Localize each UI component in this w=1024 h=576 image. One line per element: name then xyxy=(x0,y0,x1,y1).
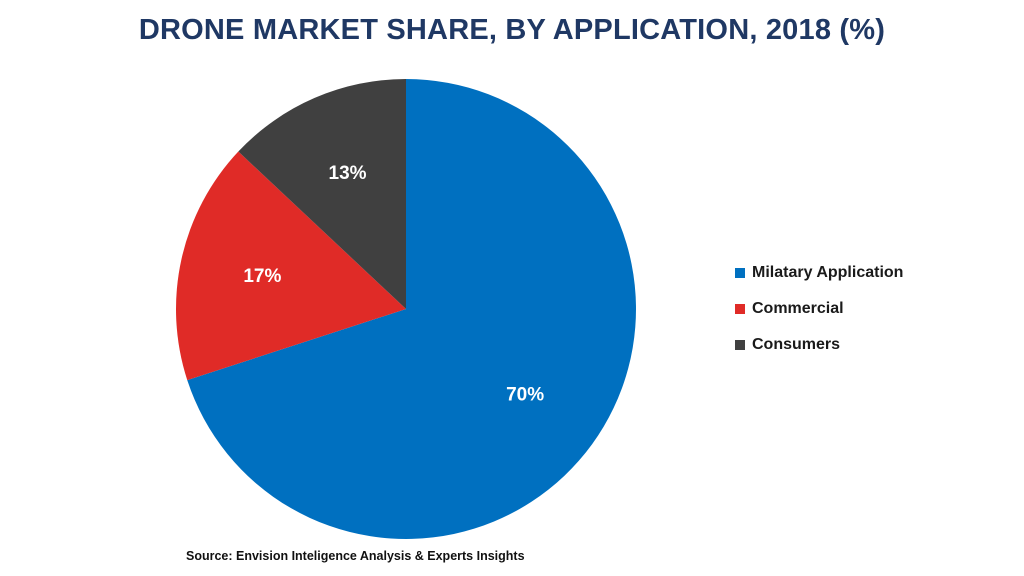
legend-item-commercial: Commercial xyxy=(735,291,903,327)
chart-legend: Milatary Application Commercial Consumer… xyxy=(735,255,903,363)
legend-label-military: Milatary Application xyxy=(752,264,904,281)
pie-slice-military xyxy=(187,79,636,539)
pie-slice-commercial xyxy=(176,151,406,381)
source-note: Source: Envision Inteligence Analysis & … xyxy=(186,549,525,563)
data-label-military: 70% xyxy=(506,385,544,406)
data-label-commercial: 17% xyxy=(243,266,281,287)
legend-label-consumers: Consumers xyxy=(752,336,841,353)
data-label-consumers: 13% xyxy=(329,163,367,184)
legend-swatch-commercial xyxy=(735,304,745,314)
pie-data-labels: 70% 17% 13% xyxy=(243,163,544,406)
legend-swatch-consumers xyxy=(735,340,745,350)
chart-title: DRONE MARKET SHARE, BY APPLICATION, 2018… xyxy=(138,14,886,46)
legend-label-commercial: Commercial xyxy=(752,300,844,317)
legend-item-consumers: Consumers xyxy=(735,327,903,363)
pie-slice-consumers xyxy=(238,79,406,309)
legend-item-military: Milatary Application xyxy=(735,255,903,291)
pie-slices xyxy=(176,79,636,539)
legend-swatch-military xyxy=(735,268,745,278)
